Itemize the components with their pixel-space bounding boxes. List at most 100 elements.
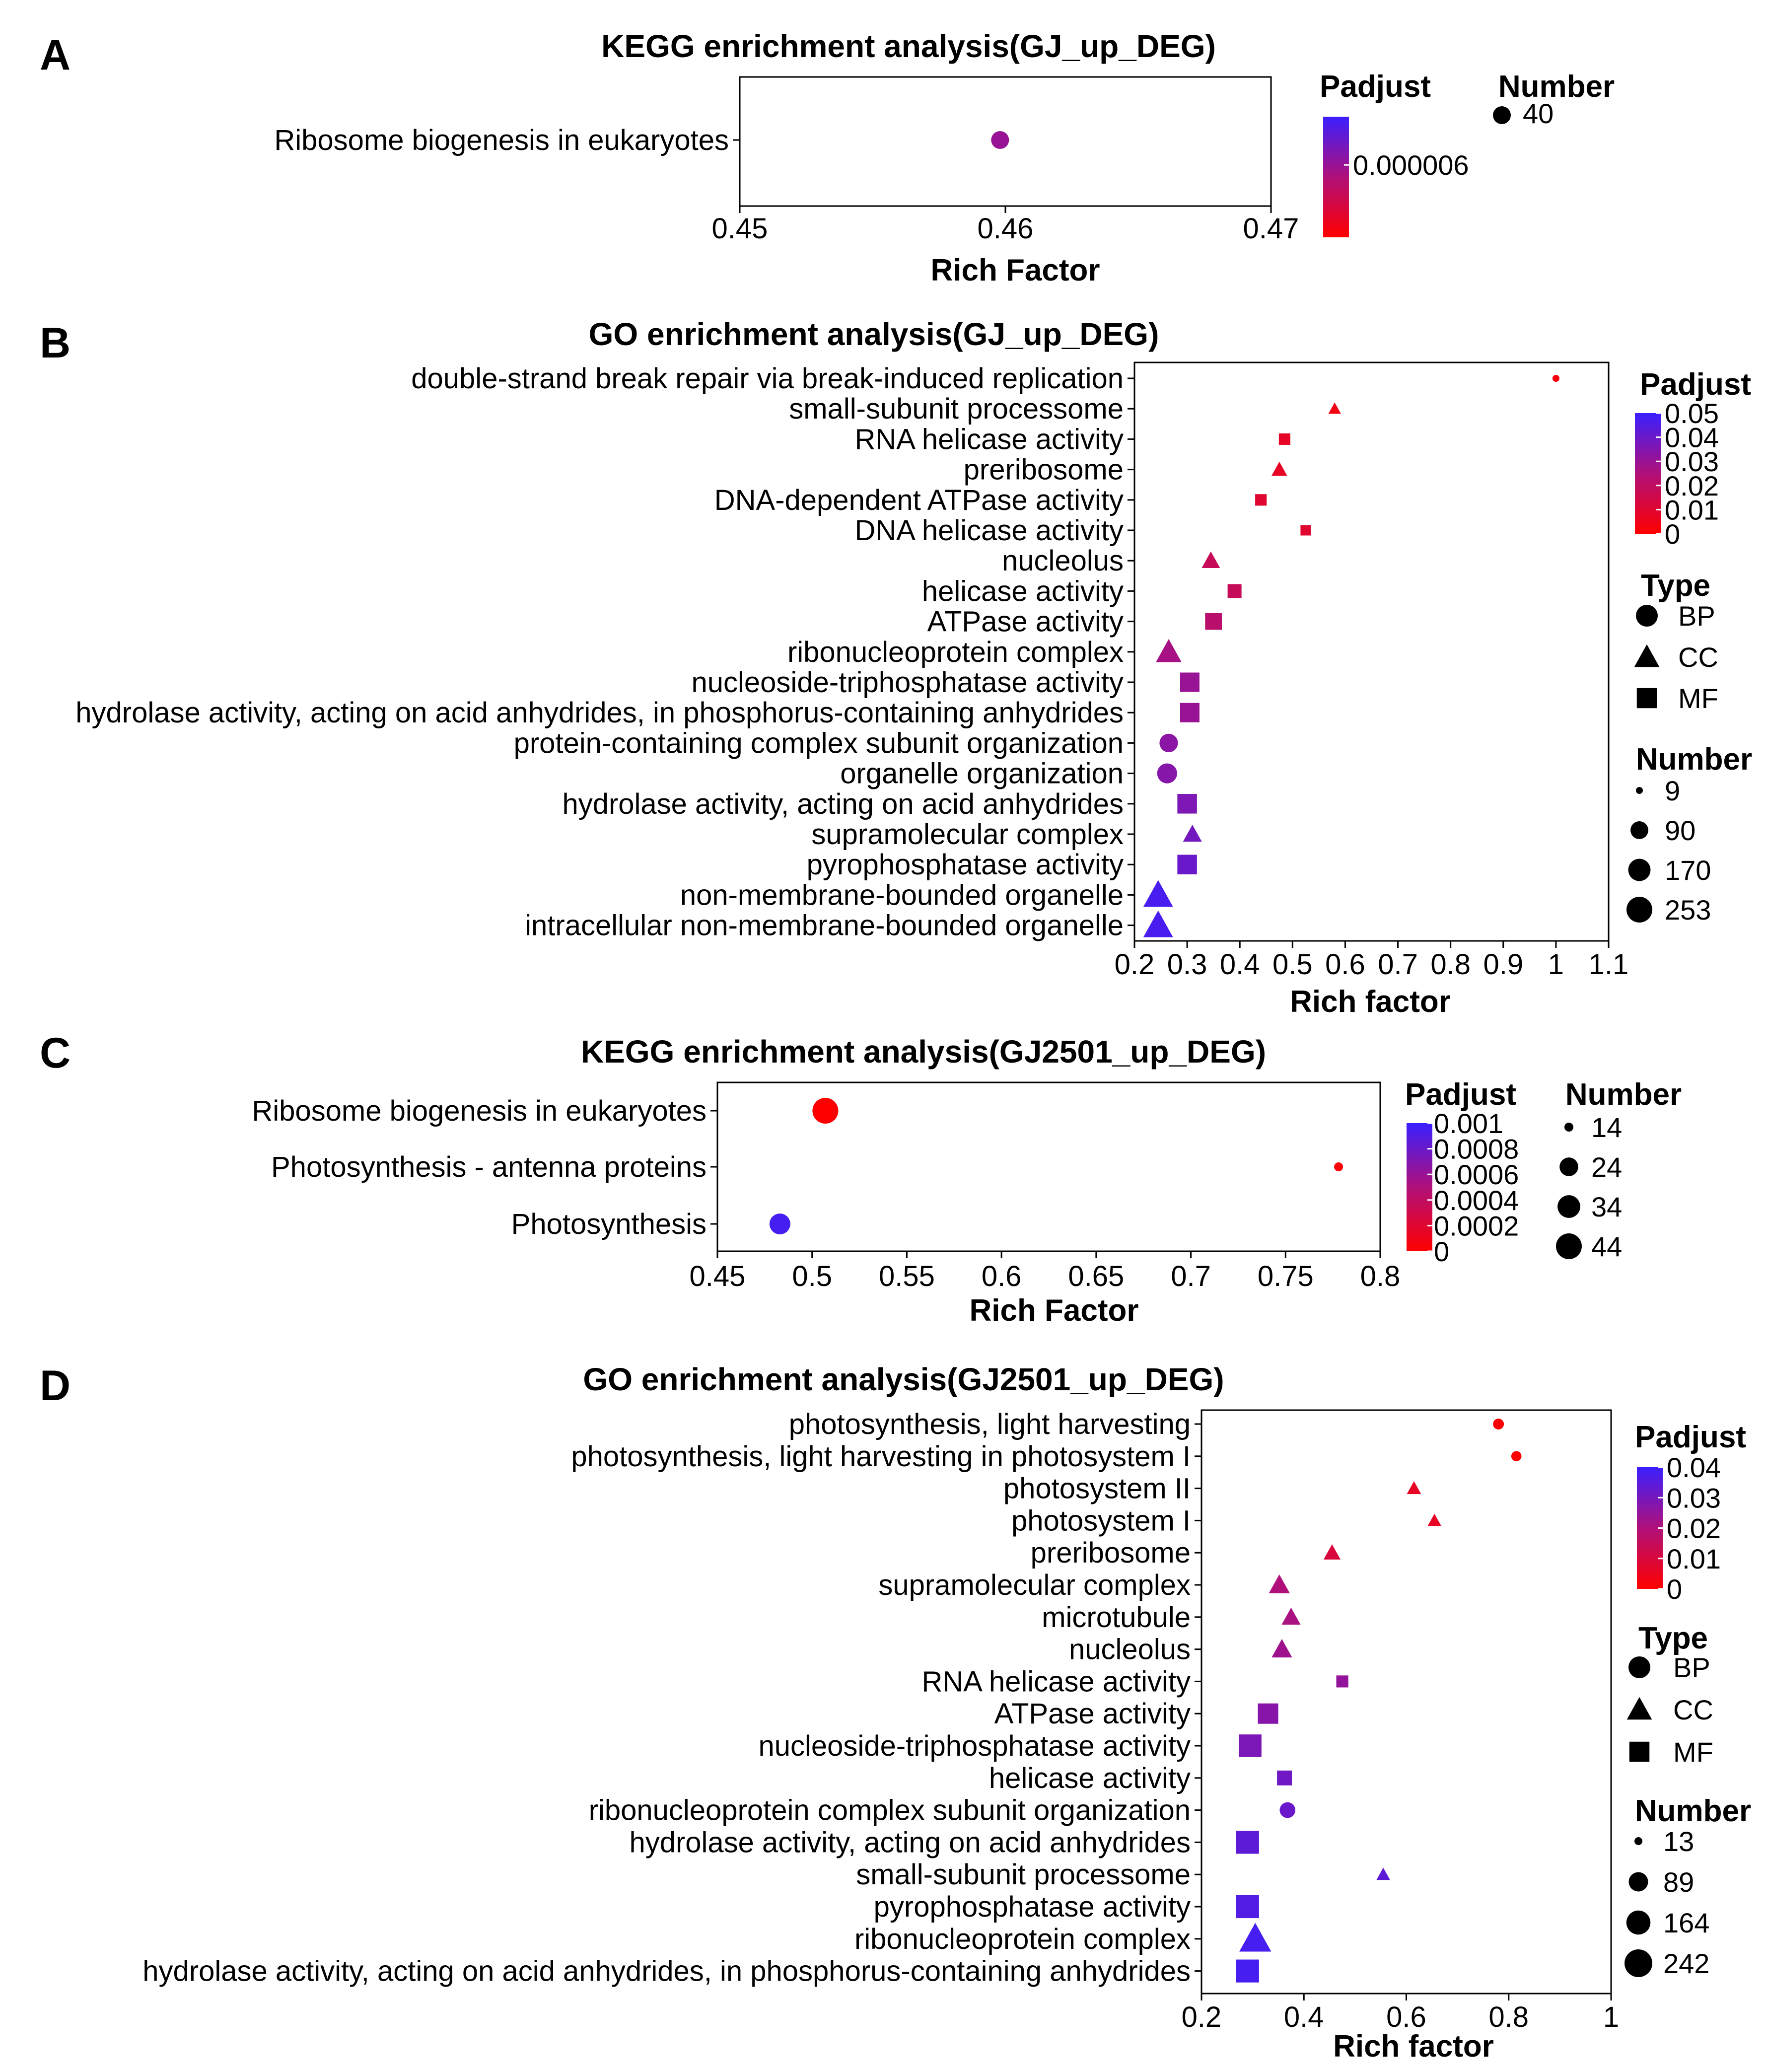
category-label: Photosynthesis	[511, 1208, 706, 1240]
plot-area	[1133, 361, 1610, 942]
category-label: RNA helicase activity	[854, 423, 1124, 455]
category-label: nucleoside-triphosphatase activity	[692, 666, 1124, 699]
category-label: nucleolus	[1069, 1634, 1191, 1666]
chart-title: KEGG enrichment analysis(GJ_up_DEG)	[601, 28, 1216, 64]
data-point	[1272, 1639, 1292, 1658]
x-tick-label: 0.75	[1258, 1260, 1314, 1292]
colorbar-tick-label: 0.05	[1665, 398, 1719, 429]
category-label: organelle organization	[840, 758, 1124, 790]
category-label: nucleoside-triphosphatase activity	[759, 1730, 1191, 1762]
data-point	[1552, 375, 1559, 382]
data-point	[812, 1098, 839, 1124]
x-tick-label: 0.9	[1483, 948, 1523, 981]
colorbar-tick-label: 0.01	[1665, 494, 1719, 525]
x-axis-title: Rich factor	[1290, 985, 1451, 1019]
category-label: photosynthesis, light harvesting in phot…	[571, 1440, 1191, 1473]
data-point	[1236, 1895, 1259, 1919]
panel-c: C KEGG enrichment analysis(GJ2501_up_DEG)…	[40, 1029, 1682, 1328]
number-legend-label: 90	[1665, 815, 1695, 846]
plot-area	[1201, 1409, 1612, 1995]
data-point	[1336, 1675, 1348, 1688]
category-label: small-subunit processome	[856, 1858, 1191, 1891]
x-tick-label: 0.47	[1243, 213, 1299, 245]
data-point	[1279, 1802, 1296, 1818]
category-label: double-strand break repair via break-ind…	[411, 362, 1124, 395]
type-legend-square-icon	[1636, 688, 1657, 709]
padjust-legend-title: Padjust	[1320, 70, 1431, 104]
number-legend-dot	[1559, 1157, 1578, 1176]
number-legend-label: 242	[1663, 1948, 1709, 1979]
x-tick-label: 0.4	[1284, 2001, 1324, 2033]
data-point	[1255, 494, 1267, 506]
x-axis-title: Rich Factor	[969, 1293, 1138, 1328]
padjust-legend-title: Padjust	[1640, 367, 1751, 402]
data-point	[1427, 1513, 1441, 1526]
number-legend-title: Number	[1635, 1794, 1751, 1828]
number-legend-label: 164	[1663, 1907, 1709, 1938]
x-tick-label: 0.7	[1171, 1260, 1211, 1292]
x-tick-label: 0.2	[1115, 948, 1155, 981]
number-legend-label: 24	[1591, 1151, 1622, 1183]
type-legend-circle-icon	[1628, 1656, 1650, 1678]
panel-b: B GO enrichment analysis(GJ_up_DEG) 0.2 0.3…	[40, 316, 1752, 1019]
x-tick-label: 0.8	[1430, 948, 1471, 981]
colorbar-tick-label: 0.0008	[1434, 1134, 1519, 1165]
category-label: hydrolase activity, acting on acid anhyd…	[629, 1826, 1191, 1858]
data-point	[1180, 672, 1200, 692]
colorbar-tick-label: 0.000006	[1353, 149, 1469, 181]
type-legend-circle-icon	[1636, 605, 1658, 627]
category-label: ribonucleoprotein complex subunit organi…	[589, 1794, 1191, 1827]
category-label: supramolecular complex	[878, 1569, 1191, 1601]
category-label: DNA-dependent ATPase activity	[714, 484, 1124, 516]
x-tick-label: 0.6	[1386, 2001, 1426, 2033]
type-legend-label: BP	[1673, 1652, 1710, 1683]
data-point	[769, 1213, 790, 1235]
data-point	[1511, 1451, 1522, 1462]
colorbar-tick-label: 0.001	[1434, 1108, 1503, 1139]
data-point	[1323, 1544, 1341, 1560]
type-legend-label: CC	[1673, 1694, 1713, 1725]
data-point	[1143, 880, 1173, 907]
colorbar-tick-label: 0.0002	[1434, 1210, 1519, 1241]
colorbar-tick-label: 0	[1667, 1573, 1682, 1605]
type-legend-label: CC	[1678, 642, 1718, 673]
data-point	[1278, 433, 1290, 445]
data-point	[1277, 1770, 1292, 1786]
category-label: ribonucleoprotein complex	[854, 1923, 1191, 1955]
data-point	[1271, 461, 1287, 476]
category-label: Ribosome biogenesis in eukaryotes	[252, 1095, 706, 1127]
data-point	[1236, 1831, 1259, 1854]
x-tick-label: 1	[1603, 2001, 1619, 2033]
number-legend-dot	[1628, 858, 1651, 881]
category-label: ribonucleoprotein complex	[787, 636, 1124, 668]
data-point	[1205, 613, 1222, 630]
data-point	[1236, 1959, 1259, 1983]
colorbar-tick-label: 0.04	[1667, 1452, 1721, 1483]
number-legend-label: 89	[1663, 1866, 1694, 1898]
panel-d: D GO enrichment analysis(GJ2501_up_DEG) 0.…	[40, 1361, 1751, 2064]
colorbar-tick-label: 0.0006	[1434, 1159, 1519, 1190]
x-tick-label: 0.46	[978, 213, 1034, 245]
data-point	[1258, 1703, 1278, 1724]
number-legend-dot	[1625, 1949, 1652, 1977]
colorbar-tick-label: 0.0004	[1434, 1185, 1519, 1216]
panel-letter: A	[40, 31, 71, 79]
number-legend-label: 44	[1591, 1231, 1622, 1262]
number-legend-title: Number	[1636, 742, 1752, 777]
x-axis-title: Rich Factor	[930, 253, 1100, 287]
chart-title: GO enrichment analysis(GJ_up_DEG)	[589, 316, 1159, 352]
type-legend-triangle-icon	[1626, 1697, 1652, 1720]
category-label: helicase activity	[989, 1762, 1191, 1794]
padjust-colorbar	[1323, 117, 1349, 237]
number-legend-label: 34	[1591, 1191, 1622, 1222]
colorbar-tick-label: 0.03	[1665, 446, 1719, 477]
data-point	[1376, 1867, 1390, 1880]
category-label: helicase activity	[922, 575, 1124, 607]
x-tick-label: 0.65	[1068, 1260, 1124, 1292]
category-label: ATPase activity	[994, 1698, 1191, 1730]
category-label: nucleolus	[1002, 545, 1124, 577]
colorbar-tick-label: 0	[1665, 518, 1680, 550]
data-point	[1201, 551, 1220, 569]
number-legend-dot	[1564, 1123, 1573, 1132]
